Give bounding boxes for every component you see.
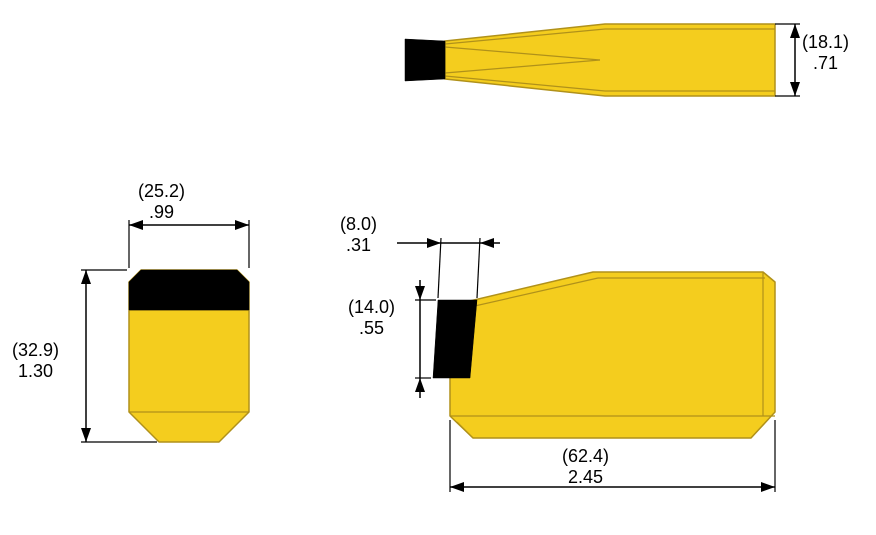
side-tip — [433, 300, 477, 378]
arrow-top-1 — [790, 24, 800, 38]
side-view-svg — [405, 210, 825, 510]
dim-mm: (25.2) — [138, 181, 185, 202]
dim-in: 1.30 — [12, 361, 59, 382]
arrow-sl-2 — [761, 482, 775, 492]
dim-front-h: (32.9) 1.30 — [12, 340, 59, 381]
front-tip — [129, 270, 249, 310]
arrow-fw-2 — [235, 220, 249, 230]
arrow-top-2 — [790, 82, 800, 96]
dim-side-len: (62.4) 2.45 — [562, 446, 609, 487]
arrow-tw-2 — [480, 238, 494, 248]
dim-mm: (14.0) — [348, 297, 395, 318]
side-body — [450, 272, 775, 438]
arrow-tw-1 — [427, 238, 441, 248]
dim-in: .55 — [348, 318, 395, 339]
dim-tip-h: (14.0) .55 — [348, 297, 395, 338]
top-body — [445, 24, 775, 96]
dim-mm: (8.0) — [340, 214, 377, 235]
dim-in: .71 — [802, 53, 849, 74]
dim-in: 2.45 — [562, 467, 609, 488]
dim-top-width: (18.1) .71 — [802, 32, 849, 73]
dim-in: .31 — [340, 235, 377, 256]
arrow-fh-2 — [81, 428, 91, 442]
arrow-sl-1 — [450, 482, 464, 492]
ext-tw-1 — [438, 238, 441, 298]
top-view-svg — [405, 10, 865, 120]
dim-mm: (32.9) — [12, 340, 59, 361]
front-view-svg — [95, 210, 295, 470]
arrow-th-2 — [415, 378, 425, 392]
arrow-fh-1 — [81, 270, 91, 284]
dim-front-w: (25.2) .99 — [138, 181, 185, 222]
dim-tip-w: (8.0) .31 — [340, 214, 377, 255]
dim-mm: (62.4) — [562, 446, 609, 467]
dim-in: .99 — [138, 202, 185, 223]
top-tip — [405, 39, 445, 81]
ext-tw-2 — [477, 238, 480, 298]
arrow-th-1 — [415, 286, 425, 300]
dim-mm: (18.1) — [802, 32, 849, 53]
